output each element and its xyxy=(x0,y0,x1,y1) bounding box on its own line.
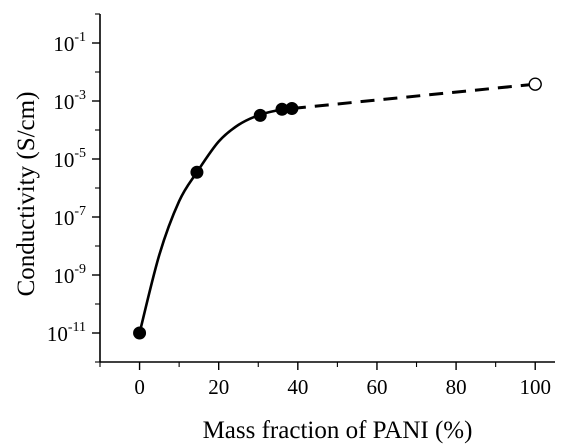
x-tick-label: 20 xyxy=(208,375,229,399)
open-data-point xyxy=(528,77,542,91)
y-tick-label: 10-9 xyxy=(53,262,86,288)
data-points xyxy=(133,77,542,340)
data-point xyxy=(253,108,267,122)
data-point xyxy=(133,326,147,340)
y-tick-label: 10-1 xyxy=(53,30,86,56)
x-tick-label: 100 xyxy=(519,375,551,399)
y-tick-label: 10-7 xyxy=(53,204,86,230)
y-axis-ticks: 10-11 10-9 10-7 10-5 10-3 10-1 xyxy=(47,13,100,363)
x-tick-label: 80 xyxy=(446,375,467,399)
x-tick-label: 40 xyxy=(287,375,308,399)
x-axis-title: Mass fraction of PANI (%) xyxy=(203,417,473,444)
fit-curves xyxy=(138,82,536,334)
y-axis-title: Conductivity (S/cm) xyxy=(13,92,40,297)
solid-fit-line xyxy=(138,107,293,334)
y-tick-label: 10-5 xyxy=(53,146,86,172)
x-axis-ticks: 0 20 40 60 80 100 xyxy=(99,362,551,399)
y-tick-label: 10-11 xyxy=(47,320,86,346)
y-tick-label: 10-3 xyxy=(53,88,86,114)
x-tick-label: 60 xyxy=(366,375,387,399)
dashed-fit-line xyxy=(291,82,536,111)
axes xyxy=(99,14,555,363)
data-point xyxy=(190,165,204,179)
data-point xyxy=(285,102,299,116)
x-tick-label: 0 xyxy=(134,375,145,399)
